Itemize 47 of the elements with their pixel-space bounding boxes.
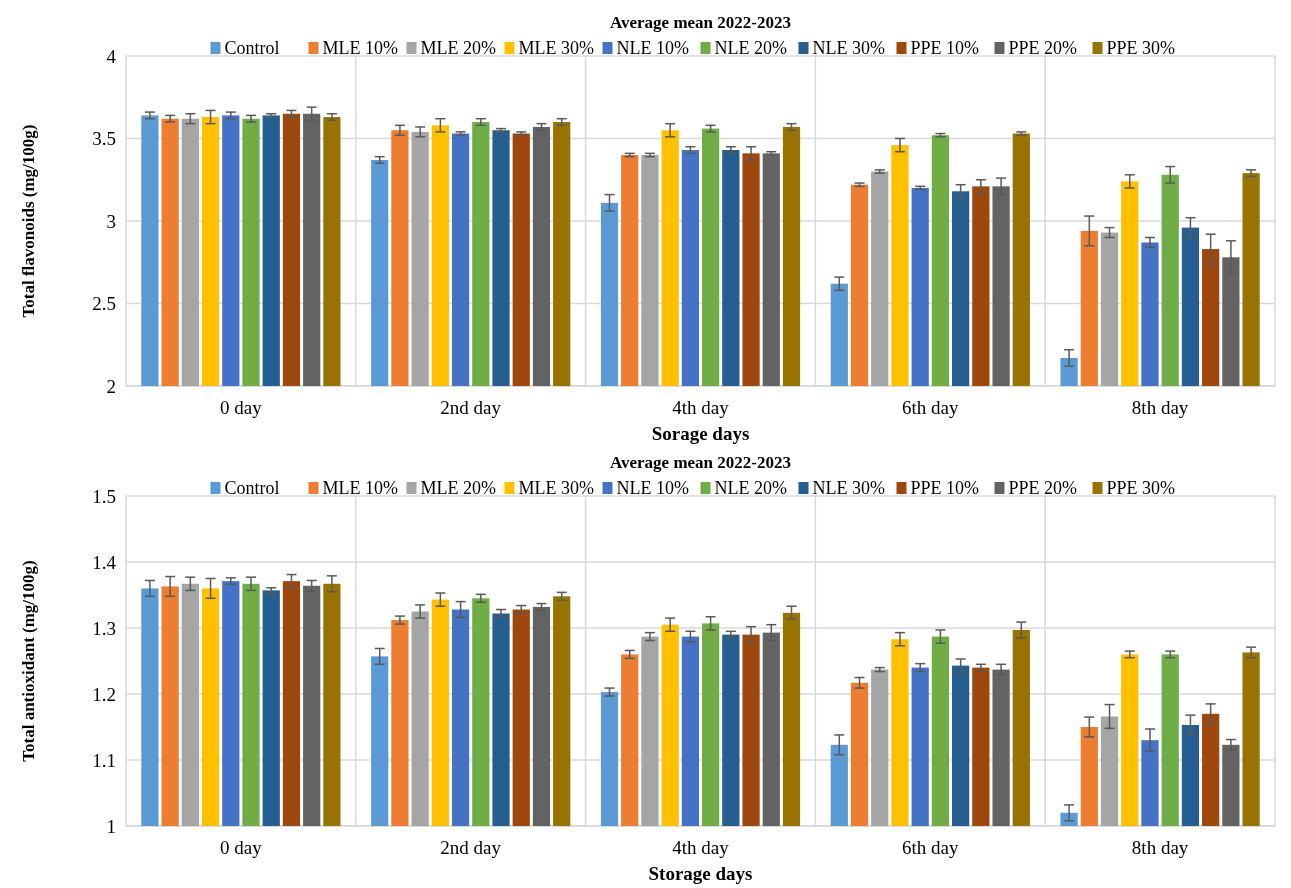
legend-label: NLE 30% — [812, 478, 885, 498]
legend-label: PPE 30% — [1106, 38, 1176, 58]
x-tick-label: 8th day — [1131, 397, 1189, 418]
x-axis-title: Storage days — [648, 863, 753, 884]
y-tick-label: 2.5 — [92, 293, 116, 315]
legend-label: PPE 10% — [910, 38, 980, 58]
y-tick-label: 1.5 — [92, 485, 116, 507]
y-tick-label: 4 — [106, 45, 117, 67]
x-tick-label: 0 day — [220, 397, 263, 418]
x-tick-label: 8th day — [1131, 837, 1189, 858]
legend-label: PPE 20% — [1008, 38, 1078, 58]
y-tick-label: 2 — [106, 375, 116, 397]
x-tick-label: 4th day — [672, 397, 730, 418]
legend-label: NLE 20% — [714, 38, 787, 58]
legend-label: PPE 30% — [1106, 478, 1176, 498]
legend-label: MLE 30% — [518, 478, 594, 498]
legend-label: Control — [224, 478, 280, 498]
x-tick-label: 2nd day — [440, 397, 502, 418]
legend-label: NLE 20% — [714, 478, 787, 498]
x-tick-label: 6th day — [902, 397, 960, 418]
y-tick-label: 3 — [106, 210, 116, 232]
legend-label: MLE 20% — [420, 38, 496, 58]
legend-label: NLE 30% — [812, 38, 885, 58]
y-tick-label: 1.2 — [92, 683, 116, 705]
y-axis-title: Total flavonoids (mg/100g) — [19, 124, 38, 318]
legend-label: NLE 10% — [616, 478, 689, 498]
legend-label: MLE 20% — [420, 478, 496, 498]
y-tick-label: 1.3 — [92, 617, 116, 639]
legend-label: MLE 10% — [322, 478, 398, 498]
x-tick-label: 4th day — [672, 837, 730, 858]
legend-label: PPE 20% — [1008, 478, 1078, 498]
chart-title: Average mean 2022-2023 — [610, 453, 791, 472]
y-tick-label: 1 — [106, 815, 116, 837]
y-tick-label: 1.1 — [92, 749, 116, 771]
y-tick-label: 1.4 — [92, 551, 117, 573]
legend-label: PPE 10% — [910, 478, 980, 498]
x-tick-label: 6th day — [902, 837, 960, 858]
x-tick-label: 0 day — [220, 837, 263, 858]
x-axis-title: Sorage days — [651, 423, 750, 444]
chart-title: Average mean 2022-2023 — [610, 13, 791, 32]
y-axis-title: Total antioxidant (mg/100g) — [19, 560, 38, 762]
legend-label: MLE 30% — [518, 38, 594, 58]
legend-label: Control — [224, 38, 280, 58]
legend-label: NLE 10% — [616, 38, 689, 58]
legend-label: MLE 10% — [322, 38, 398, 58]
x-tick-label: 2nd day — [440, 837, 502, 858]
y-tick-label: 3.5 — [92, 128, 116, 150]
